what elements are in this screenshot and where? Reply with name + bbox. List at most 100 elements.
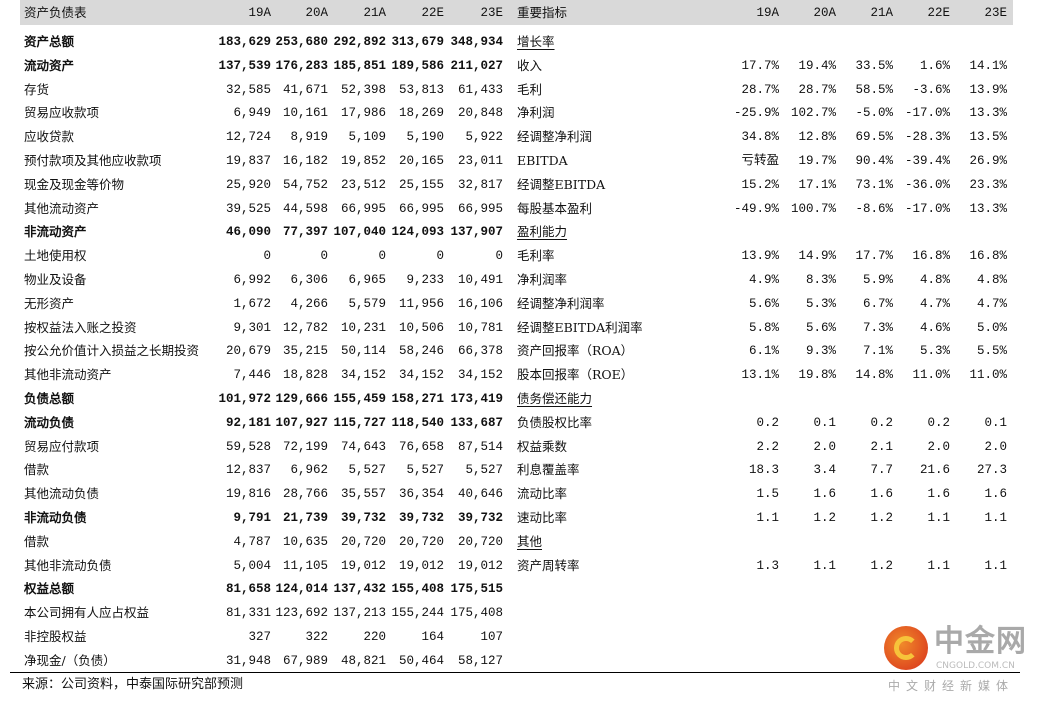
column-header: 21A bbox=[870, 6, 893, 20]
cell-value: 1.1 bbox=[813, 558, 836, 573]
cell-value: 0 bbox=[320, 249, 328, 264]
row-label: 本公司拥有人应占权益 bbox=[24, 605, 150, 621]
cell-value: 1.1 bbox=[756, 511, 779, 525]
row-label: 现金及现金等价物 bbox=[24, 176, 125, 192]
cell-value: 9.3% bbox=[805, 344, 836, 359]
row-label: 资产总额 bbox=[24, 34, 75, 49]
cell-value: -49.9% bbox=[733, 201, 779, 216]
table-row: 每股基本盈利 -49.9% 100.7% -8.6% -17.0% 13.3% bbox=[517, 199, 1007, 219]
table-row: 收入 17.7% 19.4% 33.5% 1.6% 14.1% bbox=[517, 56, 1007, 76]
cell-value: 1.6 bbox=[984, 487, 1007, 502]
cell-value: 4,266 bbox=[290, 296, 328, 311]
cell-value: 11.0% bbox=[969, 368, 1007, 383]
cell-value: 5.3% bbox=[805, 296, 836, 311]
table-row: 权益总额 81,658 124,014 137,432 155,408 175,515 bbox=[24, 579, 503, 599]
section-heading-row: 其他 bbox=[517, 532, 1007, 552]
cell-value: 0.1 bbox=[984, 415, 1007, 430]
cell-value: 19,837 bbox=[225, 154, 271, 168]
cell-value: 5.6% bbox=[805, 320, 836, 335]
table-row: 资产回报率（ROA） 6.1% 9.3% 7.1% 5.3% 5.5% bbox=[517, 341, 1007, 361]
cell-value: 10,161 bbox=[282, 106, 328, 121]
cell-value: 155,408 bbox=[391, 582, 444, 597]
cell-value: 1.1 bbox=[984, 558, 1007, 573]
table-row: 经调整净利润 34.8% 12.8% 69.5% -28.3% 13.5% bbox=[517, 127, 1007, 147]
cell-value: 61,433 bbox=[457, 82, 503, 97]
cell-value: 66,995 bbox=[398, 201, 444, 216]
cell-value: 5,190 bbox=[406, 130, 444, 145]
cell-value: 50,114 bbox=[340, 344, 386, 359]
cell-value: 66,995 bbox=[340, 201, 386, 216]
watermark-tagline: 中文财经新媒体 bbox=[888, 679, 1015, 693]
row-label: EBITDA bbox=[517, 153, 568, 168]
cell-value: 101,972 bbox=[218, 392, 271, 406]
row-label: 速动比率 bbox=[517, 510, 568, 525]
table-row: 负债总额 101,972 129,666 155,459 158,271 173,419 bbox=[24, 389, 503, 409]
row-label: 流动资产 bbox=[24, 57, 75, 73]
row-label: 其他流动负债 bbox=[24, 486, 100, 502]
table-row: 经调整EBITDA利润率 5.8% 5.6% 7.3% 4.6% 5.0% bbox=[517, 318, 1007, 338]
cell-value: 129,666 bbox=[275, 392, 328, 406]
row-label: 应收贷款 bbox=[24, 129, 75, 145]
cell-value: 118,540 bbox=[391, 415, 444, 430]
table-row: 速动比率 1.1 1.2 1.2 1.1 1.1 bbox=[517, 508, 1007, 528]
row-label: 毛利 bbox=[517, 81, 543, 97]
balance-sheet-header-row: 资产负债表 19A 20A 21A 22E 23E bbox=[24, 3, 503, 23]
cell-value: 39,525 bbox=[225, 201, 271, 216]
row-label: 其他流动资产 bbox=[24, 200, 100, 216]
cell-value: 17.7% bbox=[741, 58, 779, 73]
table-row: 应收贷款 12,724 8,919 5,109 5,190 5,922 bbox=[24, 127, 503, 147]
cell-value: 9,301 bbox=[233, 320, 271, 335]
cell-value: 211,027 bbox=[450, 58, 503, 73]
source-note: 来源：公司资料，中泰国际研究部预测 bbox=[22, 677, 244, 692]
cell-value: 46,090 bbox=[225, 225, 271, 240]
cell-value: 0.2 bbox=[870, 415, 893, 430]
cell-value: 133,687 bbox=[450, 415, 503, 430]
cell-value: 107 bbox=[480, 630, 503, 644]
cell-value: 11.0% bbox=[912, 368, 950, 383]
cell-value: 137,213 bbox=[333, 606, 386, 621]
table-row: 资产周转率 1.3 1.1 1.2 1.1 1.1 bbox=[517, 556, 1007, 576]
cell-value: 27.3 bbox=[976, 463, 1007, 478]
row-label: 其他非流动负债 bbox=[24, 557, 112, 573]
cell-value: 292,892 bbox=[333, 35, 386, 49]
cell-value: 5.8% bbox=[748, 320, 779, 335]
cell-value: 41,671 bbox=[282, 82, 328, 97]
row-label: 经调整EBITDA bbox=[517, 176, 606, 192]
cell-value: 66,995 bbox=[457, 201, 503, 216]
cell-value: 1.6 bbox=[870, 487, 893, 502]
watermark-logo: 中金网 CNGOLD.COM.CN 中文财经新媒体 bbox=[876, 626, 1036, 700]
cell-value: 1.2 bbox=[870, 511, 893, 525]
row-label: 毛利率 bbox=[517, 248, 555, 264]
row-label: 流动比率 bbox=[517, 486, 568, 502]
section-heading: 其他 bbox=[517, 533, 543, 549]
cell-value: 28,766 bbox=[282, 487, 328, 502]
cell-value: 6,992 bbox=[233, 273, 271, 287]
cell-value: 6,306 bbox=[290, 273, 328, 287]
cell-value: 40,646 bbox=[457, 487, 503, 502]
cell-value: 19.4% bbox=[798, 58, 836, 73]
cell-value: 92,181 bbox=[225, 415, 271, 430]
row-label: 非流动资产 bbox=[24, 224, 87, 240]
cell-value: 8.3% bbox=[805, 273, 836, 287]
row-label: 借款 bbox=[24, 462, 50, 478]
table-row: 负债股权比率 0.2 0.1 0.2 0.2 0.1 bbox=[517, 413, 1007, 433]
cell-value: 19.8% bbox=[798, 368, 836, 383]
row-label: 经调整EBITDA利润率 bbox=[517, 319, 643, 335]
cell-value: 12,724 bbox=[225, 130, 271, 145]
cell-value: 6.1% bbox=[748, 344, 779, 359]
table-row: 经调整EBITDA 15.2% 17.1% 73.1% -36.0% 23.3% bbox=[517, 175, 1007, 195]
cell-value: 4.6% bbox=[919, 320, 950, 335]
cell-value: 1.6 bbox=[927, 487, 950, 502]
table-row: 借款 4,787 10,635 20,720 20,720 20,720 bbox=[24, 532, 503, 552]
cell-value: 23.3% bbox=[969, 177, 1007, 192]
row-label: 贸易应付款项 bbox=[24, 438, 100, 454]
cell-value: 20,720 bbox=[340, 534, 386, 549]
cell-value: 19,012 bbox=[398, 558, 444, 573]
cell-value: 21.6 bbox=[919, 463, 950, 478]
cell-value: -39.4% bbox=[904, 154, 950, 168]
cell-value: 253,680 bbox=[275, 35, 328, 49]
table-row: 按公允价值计入损益之长期投资 20,679 35,215 50,114 58,246 66… bbox=[24, 341, 503, 361]
table-row: 股本回报率（ROE） 13.1% 19.8% 14.8% 11.0% 11.0% bbox=[517, 365, 1007, 385]
cell-value: 25,920 bbox=[225, 177, 271, 192]
row-label: 权益乘数 bbox=[517, 438, 568, 454]
